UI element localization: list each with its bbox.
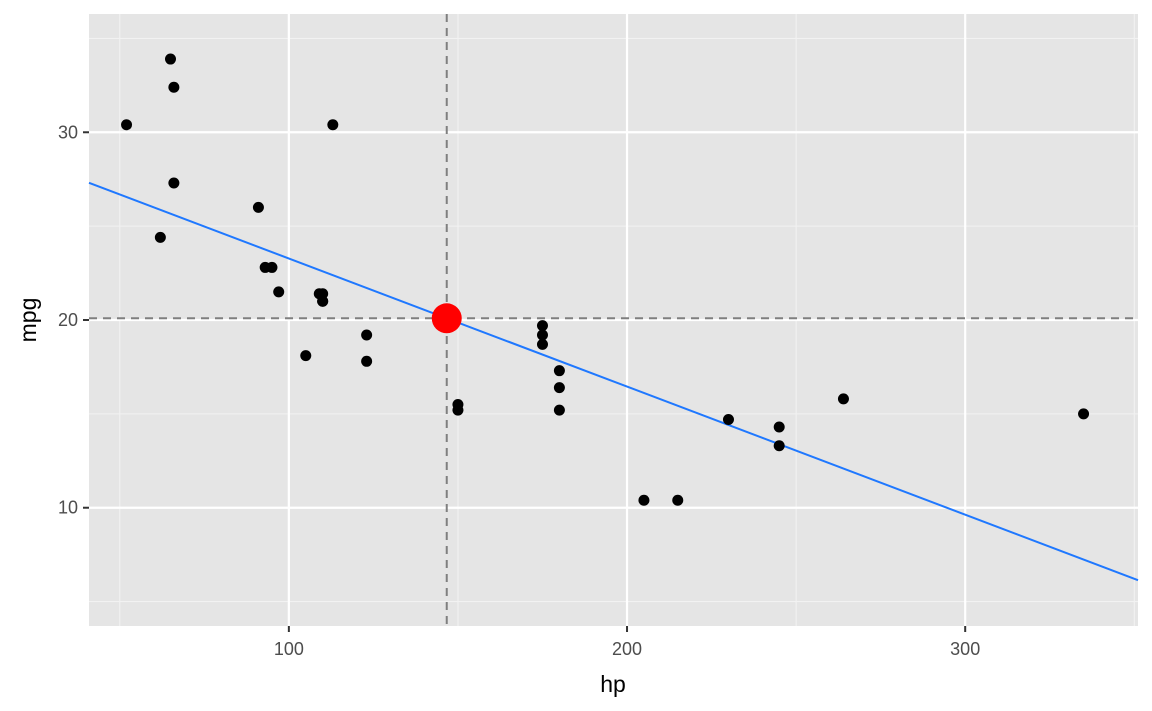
reference-lines [89, 14, 1138, 626]
grid-major [89, 14, 1138, 626]
data-point-28 [837, 393, 849, 405]
data-point-23 [773, 440, 785, 452]
data-point-6 [773, 421, 785, 433]
data-point-11 [553, 382, 565, 394]
regression-line [88, 181, 1139, 582]
x-axis-title: hp [600, 671, 626, 697]
data-point-13 [553, 404, 565, 416]
y-tick-label-20: 20 [58, 310, 78, 330]
y-tick-label-30: 30 [58, 122, 78, 142]
data-point-30 [1078, 408, 1090, 420]
data-point-10 [361, 355, 373, 367]
data-point-14 [638, 494, 650, 506]
data-point-29 [536, 320, 548, 332]
data-point-7 [154, 231, 166, 243]
mean-point [431, 303, 462, 334]
data-point-26 [252, 201, 264, 213]
data-point-5 [300, 350, 312, 362]
y-tick-label-10: 10 [58, 498, 78, 518]
data-point-25 [168, 177, 180, 189]
data-point-16 [722, 413, 734, 425]
data-point-22 [452, 404, 464, 416]
data-point-12 [553, 365, 565, 377]
data-point-31 [313, 288, 325, 300]
data-point-19 [164, 53, 176, 65]
regression-line-group [88, 181, 1139, 582]
data-point-8 [266, 261, 278, 273]
data-point-9 [361, 329, 373, 341]
data-point-15 [672, 494, 684, 506]
data-point-4 [536, 338, 548, 350]
x-tick-label-300: 300 [950, 639, 980, 659]
data-points [121, 53, 1090, 506]
data-point-27 [327, 119, 339, 131]
y-axis-title: mpg [15, 298, 41, 343]
data-point-18 [121, 119, 133, 131]
highlight-group [431, 303, 462, 334]
data-point-20 [273, 286, 285, 298]
x-tick-label-200: 200 [612, 639, 642, 659]
y-axis: 10 20 30 [58, 122, 89, 518]
x-axis: 100 200 300 [274, 626, 980, 659]
x-tick-label-100: 100 [274, 639, 304, 659]
data-point-24 [536, 329, 548, 341]
data-point-17 [168, 81, 180, 93]
